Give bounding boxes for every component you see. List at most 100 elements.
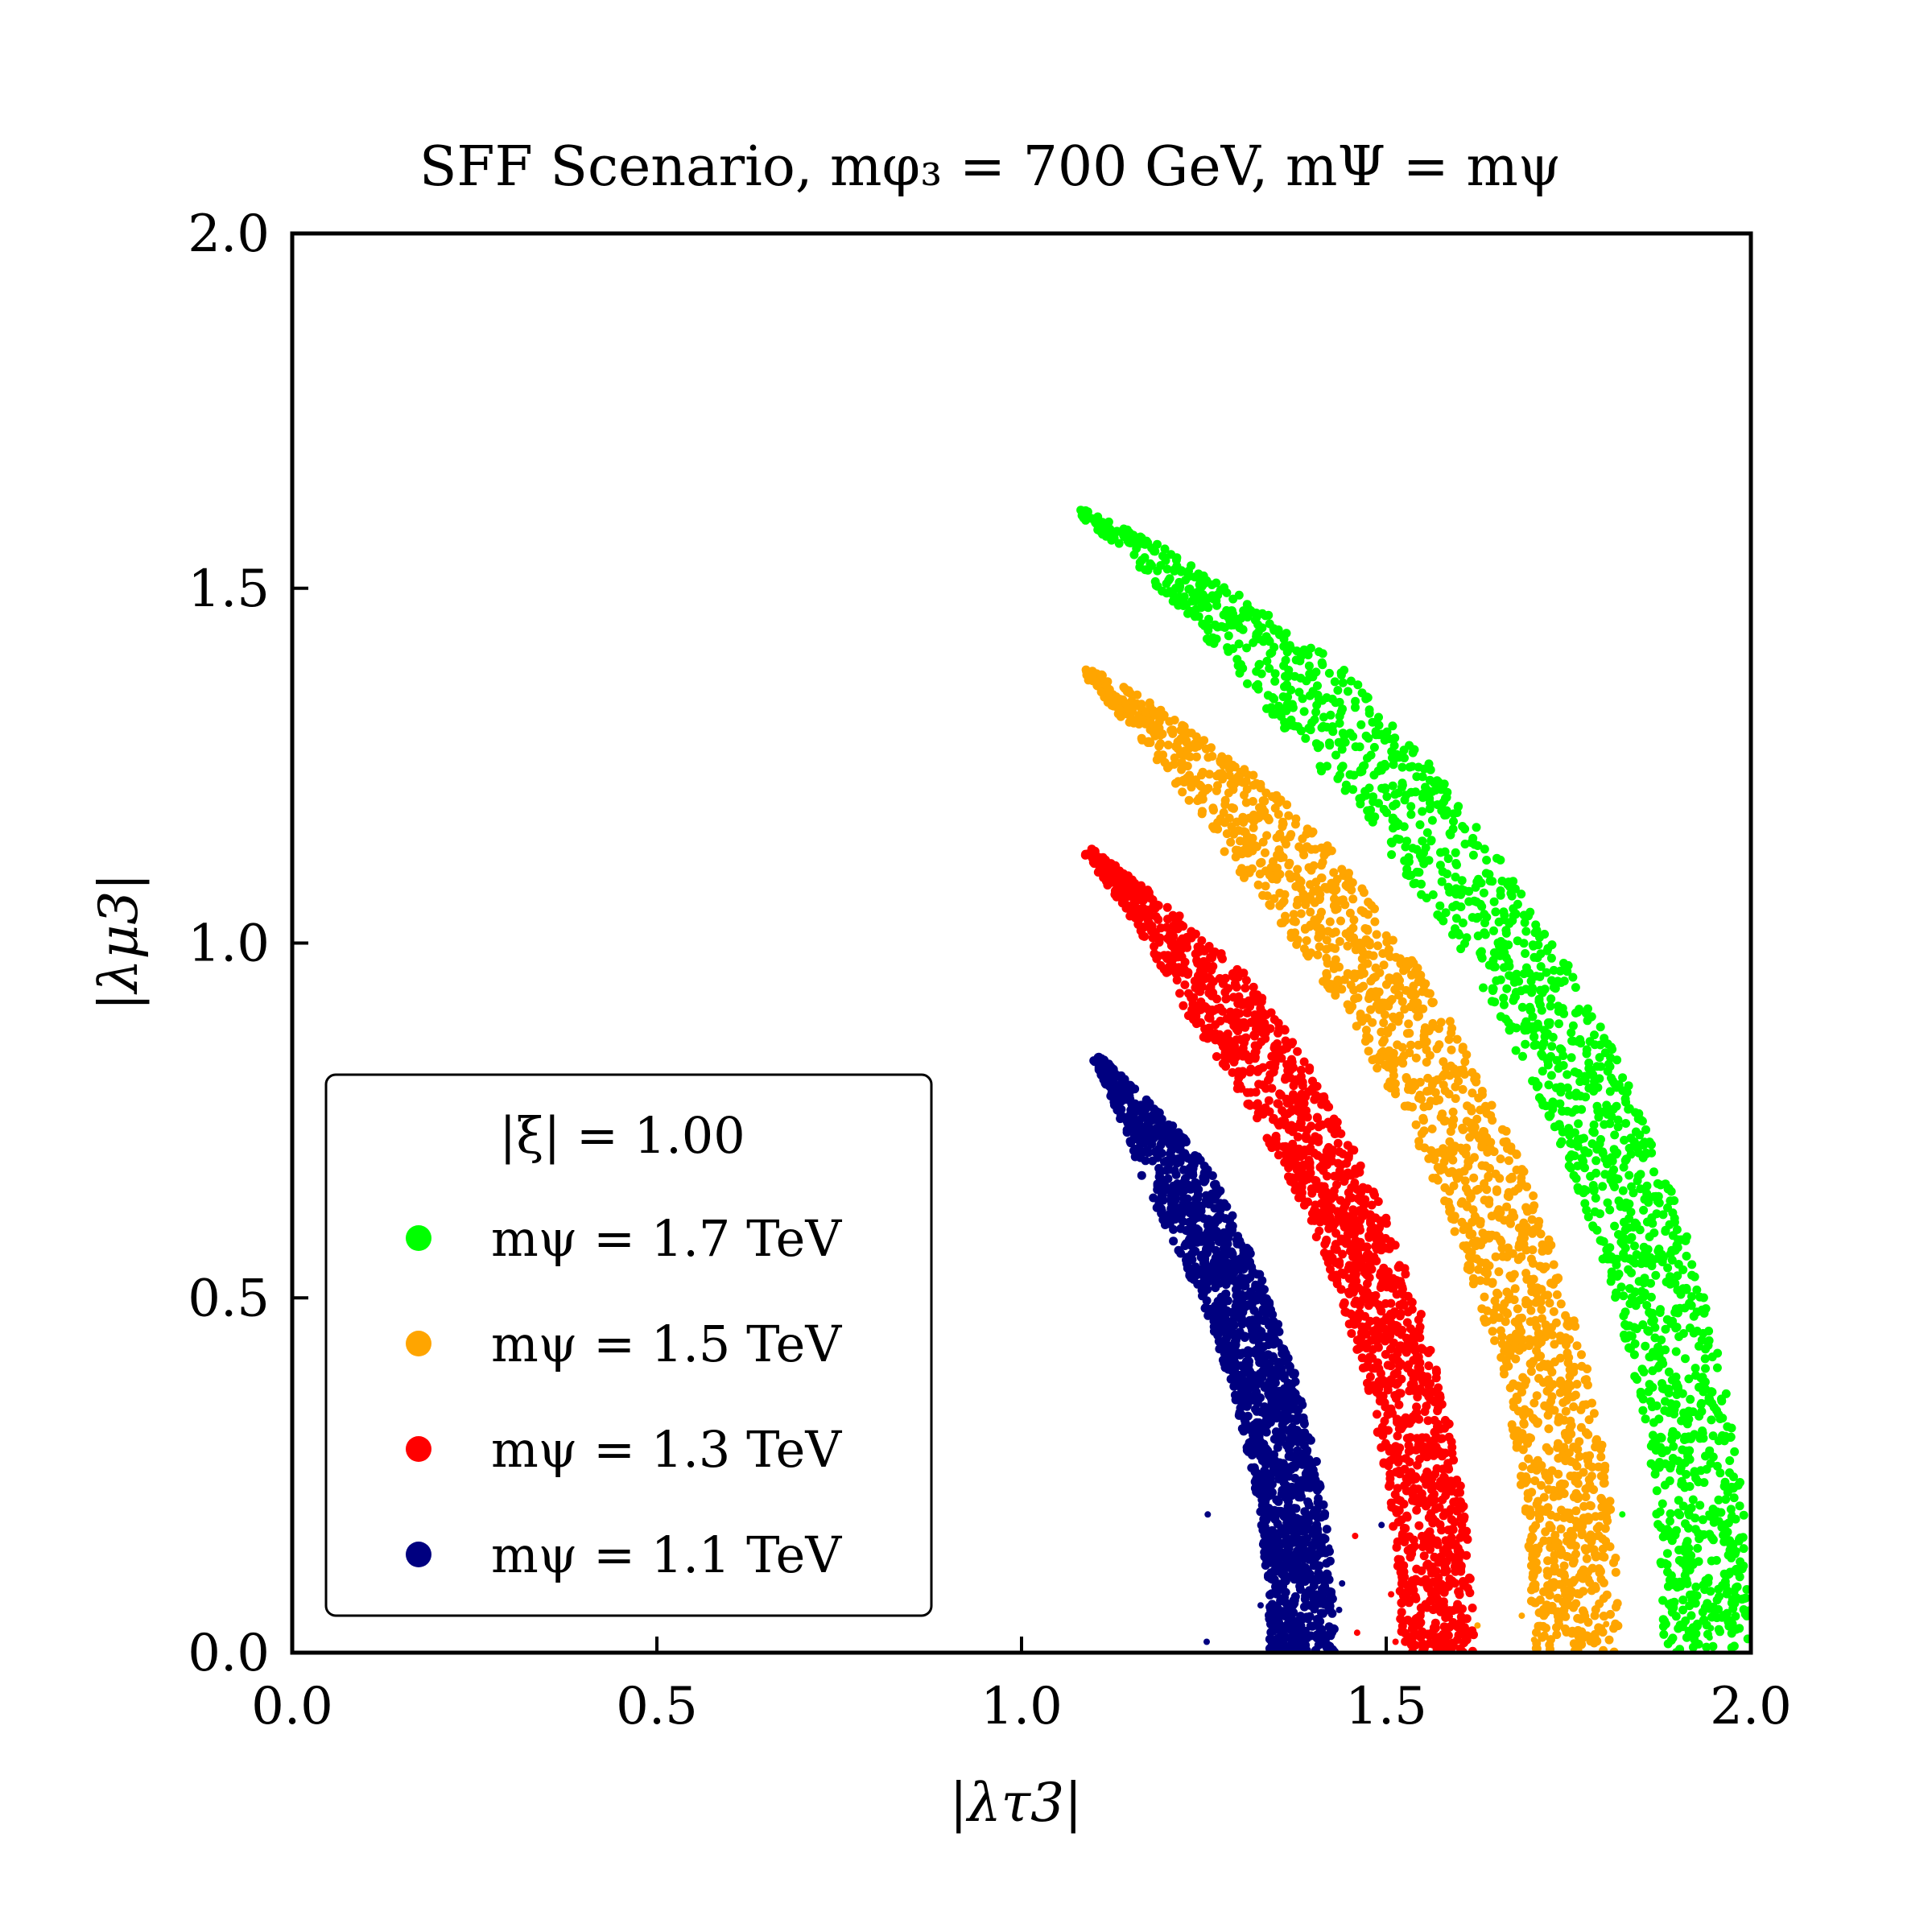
data-point <box>1343 941 1352 951</box>
data-point <box>1452 860 1461 869</box>
data-point <box>1159 710 1169 720</box>
data-point <box>1344 869 1353 878</box>
data-point <box>1424 856 1434 865</box>
data-point <box>1456 1612 1466 1622</box>
data-point <box>1630 1241 1639 1251</box>
data-point <box>1666 1571 1676 1580</box>
data-point <box>1565 1578 1575 1587</box>
data-point <box>1179 734 1188 744</box>
data-point <box>1666 1460 1676 1470</box>
data-point <box>1153 581 1162 591</box>
data-point <box>1485 876 1495 886</box>
data-point <box>1544 1475 1554 1484</box>
data-point <box>1658 1532 1668 1542</box>
data-point <box>1742 1585 1751 1594</box>
data-point <box>1505 1025 1514 1034</box>
data-point <box>1445 1017 1455 1026</box>
data-point <box>1125 539 1135 547</box>
data-point <box>1639 1141 1649 1150</box>
data-point <box>1612 1288 1621 1298</box>
data-point <box>1465 1265 1475 1274</box>
data-point <box>1461 1183 1471 1193</box>
data-point <box>1415 820 1425 829</box>
data-point <box>1382 792 1392 802</box>
data-point <box>1585 1480 1595 1490</box>
data-point <box>1290 721 1299 731</box>
data-point <box>1184 989 1193 998</box>
data-point <box>1380 998 1389 1008</box>
data-point <box>1528 1258 1538 1268</box>
data-point <box>1424 1154 1434 1163</box>
data-point <box>1503 1309 1513 1319</box>
data-point <box>1668 1454 1678 1463</box>
series-1 <box>1081 665 1623 1653</box>
data-point <box>1549 1492 1558 1501</box>
data-point <box>1203 1004 1212 1013</box>
data-point <box>1496 890 1505 900</box>
data-point <box>1311 708 1321 717</box>
data-point <box>1312 1208 1322 1217</box>
data-point <box>1614 1230 1623 1239</box>
data-point <box>1686 1503 1696 1513</box>
data-point <box>1569 1556 1579 1566</box>
data-point <box>1678 1596 1688 1604</box>
data-point <box>1735 1501 1744 1511</box>
data-point <box>1696 1373 1706 1383</box>
data-point <box>1364 1385 1373 1395</box>
data-point <box>1530 1598 1539 1608</box>
data-point <box>1539 1492 1549 1502</box>
data-point <box>1568 1021 1578 1030</box>
data-point <box>1257 609 1267 618</box>
data-point <box>1671 1347 1681 1356</box>
data-point <box>1693 1543 1703 1553</box>
data-point <box>1347 1329 1356 1338</box>
data-point <box>1322 944 1331 954</box>
data-point <box>1284 811 1294 820</box>
data-point <box>1609 1558 1618 1567</box>
data-point <box>1335 962 1344 972</box>
data-point <box>1526 1367 1536 1377</box>
data-point <box>1242 600 1252 609</box>
data-point <box>1597 1236 1606 1245</box>
data-point <box>1262 656 1272 666</box>
data-point <box>1512 1150 1521 1159</box>
data-point <box>1736 1557 1745 1567</box>
data-point <box>1494 917 1504 927</box>
data-point <box>1301 733 1311 743</box>
data-point <box>1088 667 1097 676</box>
data-point <box>1401 1269 1410 1279</box>
data-point <box>1567 1036 1577 1046</box>
data-point <box>1216 756 1225 766</box>
data-point <box>1690 1272 1699 1282</box>
data-point <box>1524 1454 1534 1463</box>
data-point <box>1330 677 1340 687</box>
data-point <box>1620 1225 1630 1235</box>
data-point <box>1468 850 1478 860</box>
data-point <box>1648 1402 1657 1412</box>
data-point <box>1598 1147 1608 1157</box>
data-point <box>1563 1508 1572 1517</box>
data-point <box>1270 803 1280 813</box>
data-point <box>1605 1243 1615 1253</box>
data-point <box>1159 964 1169 974</box>
data-point <box>1521 1296 1531 1305</box>
data-point <box>1450 1141 1459 1151</box>
data-point <box>1513 1255 1523 1265</box>
data-point <box>1364 705 1374 715</box>
data-point <box>1666 1517 1674 1526</box>
data-point <box>1412 1352 1422 1361</box>
data-point <box>1600 1612 1609 1621</box>
data-point <box>1332 1279 1342 1289</box>
data-point <box>1276 712 1286 721</box>
data-point <box>1444 1480 1454 1490</box>
data-point <box>1529 1191 1538 1200</box>
data-point <box>1490 1335 1500 1345</box>
data-point <box>1356 1216 1365 1225</box>
data-point <box>1379 960 1389 970</box>
data-point <box>1407 1545 1417 1554</box>
data-point <box>1268 709 1278 719</box>
data-point <box>1233 1079 1243 1088</box>
data-point <box>1226 779 1236 789</box>
data-point <box>1691 1582 1701 1591</box>
data-point <box>1700 1354 1710 1364</box>
